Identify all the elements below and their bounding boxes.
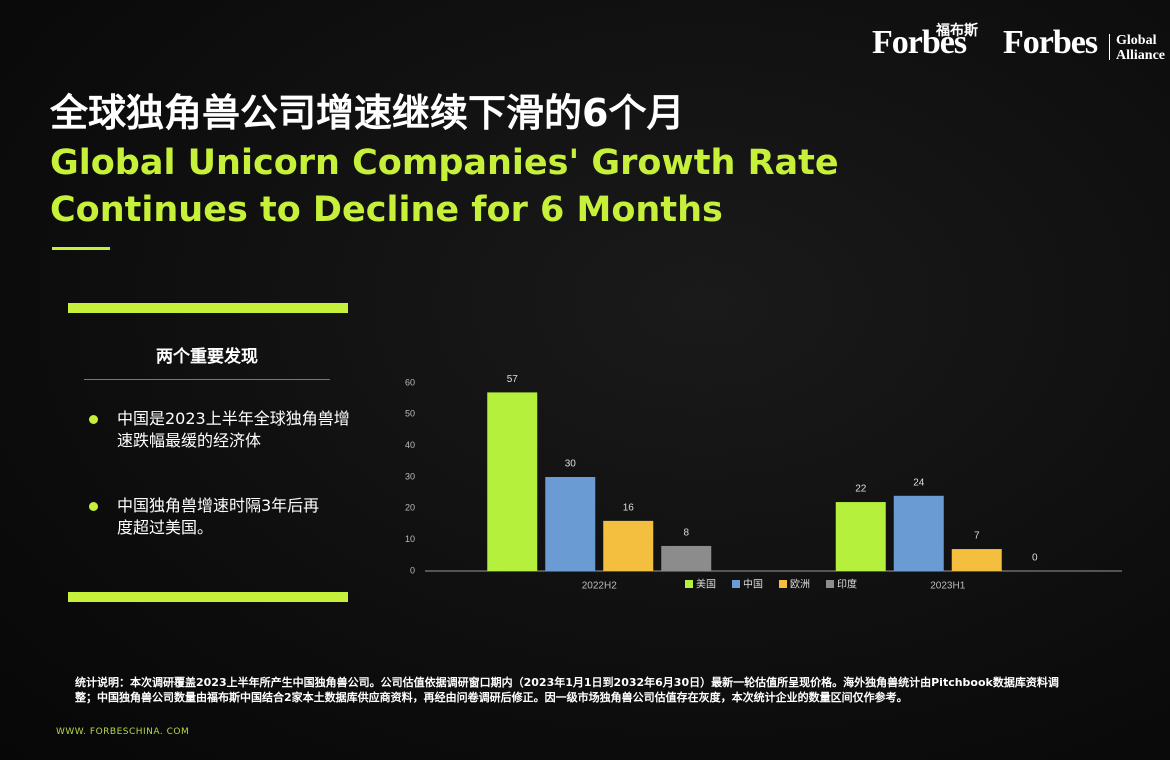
footnote: 统计说明：本次调研覆盖2023上半年所产生中国独角兽公司。公司估值依据调研窗口期… <box>75 676 1059 704</box>
bar <box>545 477 596 571</box>
legend-label: 美国 <box>696 578 716 591</box>
x-tick-label: 2023H1 <box>930 581 965 592</box>
legend-label: 中国 <box>743 578 763 591</box>
logo-cn: 福布斯 <box>936 24 978 39</box>
y-tick-label: 40 <box>405 440 415 450</box>
y-tick-label: 20 <box>405 503 415 513</box>
bar <box>603 520 654 571</box>
bullet <box>89 502 98 511</box>
finding: 中国独角兽增速时隔3年后再度超过美国。 <box>117 496 320 537</box>
finding: 中国是2023上半年全球独角兽增速跌幅最缓的经济体 <box>117 409 350 450</box>
bar <box>835 502 886 571</box>
value-label: 16 <box>623 503 635 514</box>
value-label: 8 <box>683 528 689 539</box>
value-label: 24 <box>913 477 925 488</box>
value-label: 7 <box>974 531 980 542</box>
legend-swatch <box>826 580 834 588</box>
panel-bar-bottom <box>68 592 348 602</box>
legend-label: 印度 <box>837 578 857 591</box>
title-en-line: Global Unicorn Companies' Growth Rate <box>50 143 839 183</box>
title-cn: 全球独角兽公司增速继续下滑的6个月 <box>50 91 685 135</box>
logo-forbes: Forbes <box>872 24 967 61</box>
x-tick-label: 2022H2 <box>582 581 617 592</box>
value-label: 30 <box>565 459 577 470</box>
y-tick-label: 50 <box>405 409 415 419</box>
alliance-line: Global <box>1116 33 1157 48</box>
website: WWW. FORBESCHINA. COM <box>56 727 190 737</box>
y-tick-label: 0 <box>410 565 415 575</box>
bar <box>893 495 944 571</box>
logo-alliance-text: Global Alliance <box>1116 33 1165 63</box>
value-label: 57 <box>507 374 519 385</box>
bar <box>661 545 712 571</box>
title-en-line: Continues to Decline for 6 Months <box>50 190 723 230</box>
bar <box>951 549 1002 571</box>
findings-rule <box>84 379 330 380</box>
title-rule <box>52 247 110 250</box>
legend-swatch <box>685 580 693 588</box>
findings-heading: 两个重要发现 <box>156 347 258 367</box>
title-en: Global Unicorn Companies' Growth Rate Co… <box>50 140 839 234</box>
value-label: 0 <box>1032 553 1038 564</box>
panel-bar-top <box>68 303 348 313</box>
bullet <box>89 415 98 424</box>
legend-label: 欧洲 <box>790 579 810 591</box>
value-label: 22 <box>855 484 867 495</box>
bar <box>487 392 538 571</box>
logo-divider <box>1109 34 1110 60</box>
alliance-line: Alliance <box>1116 48 1165 63</box>
legend-swatch <box>779 580 787 588</box>
y-tick-label: 30 <box>405 471 415 481</box>
logo-forbes-alliance: Forbes <box>1003 24 1098 61</box>
y-tick-label: 60 <box>405 377 415 387</box>
y-tick-label: 10 <box>405 534 415 544</box>
legend-swatch <box>732 580 740 588</box>
